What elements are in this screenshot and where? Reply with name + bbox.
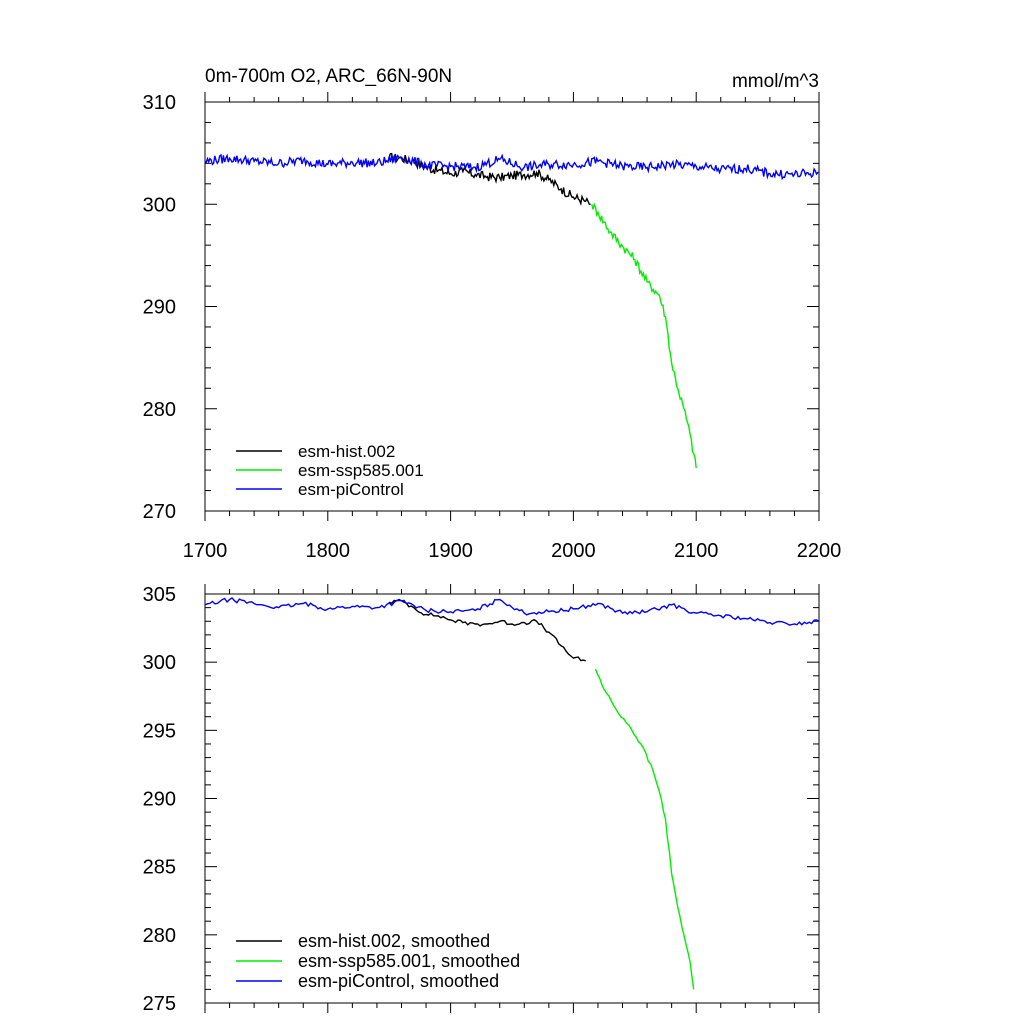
series-line	[204, 153, 820, 181]
legend-label: esm-hist.002	[298, 442, 395, 461]
y-tick-label: 295	[143, 720, 176, 742]
y-tick-label: 300	[143, 194, 176, 216]
y-tick-label: 270	[143, 501, 176, 523]
x-tick-label: 1900	[428, 540, 473, 562]
y-tick-label: 290	[143, 297, 176, 319]
y-tick-label: 275	[143, 993, 176, 1015]
x-tick-label: 2100	[674, 540, 719, 562]
x-tick-label: 2200	[797, 540, 842, 562]
chart-units: mmol/m^3	[732, 71, 819, 92]
series-line	[388, 598, 586, 662]
x-tick-label: 2000	[551, 540, 596, 562]
series-line	[594, 668, 695, 990]
legend-label: esm-ssp585.001, smoothed	[298, 951, 520, 971]
y-tick-label: 290	[143, 789, 176, 811]
legend-label: esm-hist.002, smoothed	[298, 931, 490, 951]
y-tick-label: 305	[143, 584, 176, 606]
y-tick-label: 300	[143, 652, 176, 674]
chart-title: 0m-700m O2, ARC_66N-90N	[205, 66, 452, 87]
x-tick-label: 1800	[306, 540, 351, 562]
series-line	[204, 596, 820, 626]
legend-label: esm-ssp585.001	[298, 461, 424, 480]
x-tick-label: 1700	[183, 540, 228, 562]
legend-label: esm-piControl	[298, 480, 404, 499]
bottom-panel: 275 280 285 290 295 300 305 esm-hist.002, smoot…	[143, 584, 820, 1015]
y-tick-label: 310	[143, 92, 176, 114]
y-tick-label: 280	[143, 399, 176, 421]
legend-label: esm-piControl, smoothed	[298, 971, 499, 991]
y-tick-label: 280	[143, 925, 176, 947]
y-tick-label: 285	[143, 857, 176, 879]
top-panel: 1700 1800 1900 2000 2100 2200 270 280 290 300 310 e…	[143, 92, 842, 562]
series-line	[591, 202, 697, 469]
